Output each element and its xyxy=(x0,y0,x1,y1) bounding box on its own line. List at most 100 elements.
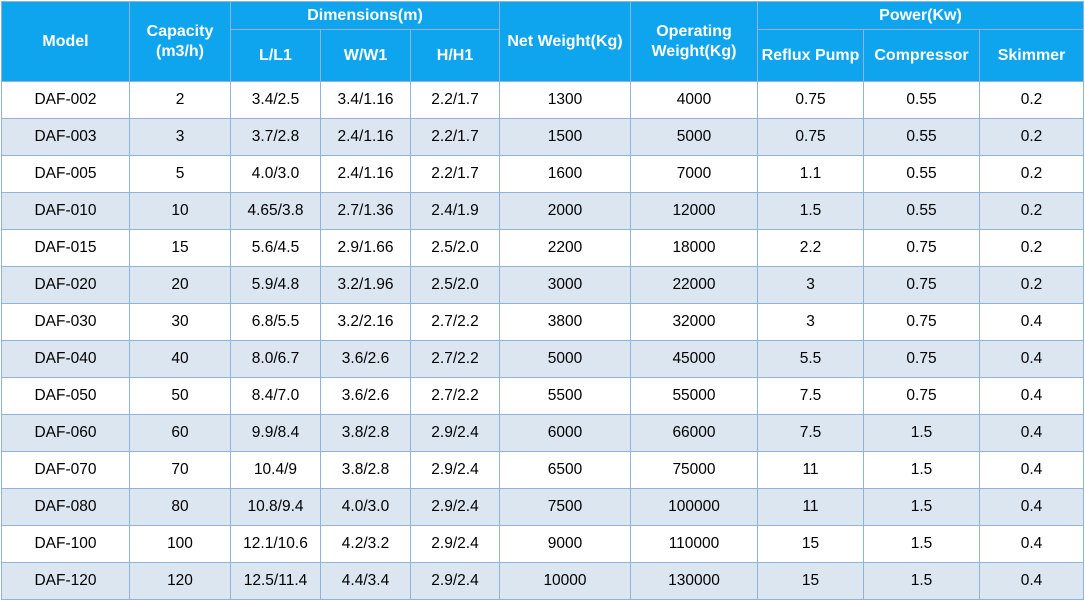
cell-capacity: 50 xyxy=(129,377,231,415)
cell-capacity: 80 xyxy=(129,488,231,526)
cell-length: 8.4/7.0 xyxy=(230,377,321,415)
header-capacity: Capacity (m3/h) xyxy=(129,1,231,82)
cell-height: 2.9/2.4 xyxy=(410,488,500,526)
cell-operating-weight: 75000 xyxy=(630,451,758,489)
cell-operating-weight: 110000 xyxy=(630,525,758,563)
cell-width: 4.2/3.2 xyxy=(320,525,411,563)
cell-compressor: 0.55 xyxy=(863,81,980,119)
cell-net-weight: 1600 xyxy=(499,155,631,193)
header-model: Model xyxy=(1,1,130,82)
cell-height: 2.7/2.2 xyxy=(410,303,500,341)
cell-length: 10.4/9 xyxy=(230,451,321,489)
cell-height: 2.5/2.0 xyxy=(410,266,500,304)
cell-skimmer: 0.2 xyxy=(979,118,1084,156)
cell-width: 3.2/2.16 xyxy=(320,303,411,341)
cell-skimmer: 0.4 xyxy=(979,340,1084,378)
cell-operating-weight: 22000 xyxy=(630,266,758,304)
cell-length: 9.9/8.4 xyxy=(230,414,321,452)
cell-reflux-pump: 7.5 xyxy=(757,414,864,452)
cell-skimmer: 0.2 xyxy=(979,81,1084,119)
table-row: DAF-070 70 10.4/9 3.8/2.8 2.9/2.4 6500 75000 11… xyxy=(1,451,1084,489)
cell-skimmer: 0.2 xyxy=(979,266,1084,304)
cell-reflux-pump: 3 xyxy=(757,303,864,341)
cell-compressor: 1.5 xyxy=(863,562,980,600)
header-compressor: Compressor xyxy=(863,29,980,82)
cell-operating-weight: 4000 xyxy=(630,81,758,119)
cell-width: 3.6/2.6 xyxy=(320,340,411,378)
cell-net-weight: 3000 xyxy=(499,266,631,304)
header-operating-weight: Operating Weight(Kg) xyxy=(630,1,758,82)
cell-width: 3.2/1.96 xyxy=(320,266,411,304)
cell-operating-weight: 130000 xyxy=(630,562,758,600)
cell-model: DAF-005 xyxy=(1,155,130,193)
table-header: Model Capacity (m3/h) Dimensions(m) Net … xyxy=(1,1,1084,82)
cell-skimmer: 0.2 xyxy=(979,192,1084,230)
cell-skimmer: 0.4 xyxy=(979,414,1084,452)
header-net-weight: Net Weight(Kg) xyxy=(499,1,631,82)
header-reflux-pump: Reflux Pump xyxy=(757,29,864,82)
cell-skimmer: 0.4 xyxy=(979,377,1084,415)
table-row: DAF-060 60 9.9/8.4 3.8/2.8 2.9/2.4 6000 66000 7… xyxy=(1,414,1084,452)
cell-operating-weight: 66000 xyxy=(630,414,758,452)
cell-reflux-pump: 0.75 xyxy=(757,81,864,119)
cell-width: 4.4/3.4 xyxy=(320,562,411,600)
cell-height: 2.9/2.4 xyxy=(410,451,500,489)
cell-compressor: 0.55 xyxy=(863,155,980,193)
cell-capacity: 30 xyxy=(129,303,231,341)
cell-width: 3.8/2.8 xyxy=(320,451,411,489)
cell-net-weight: 5000 xyxy=(499,340,631,378)
cell-reflux-pump: 15 xyxy=(757,525,864,563)
cell-compressor: 1.5 xyxy=(863,451,980,489)
cell-length: 4.65/3.8 xyxy=(230,192,321,230)
cell-reflux-pump: 11 xyxy=(757,451,864,489)
cell-operating-weight: 32000 xyxy=(630,303,758,341)
cell-compressor: 1.5 xyxy=(863,525,980,563)
cell-length: 4.0/3.0 xyxy=(230,155,321,193)
table-row: DAF-040 40 8.0/6.7 3.6/2.6 2.7/2.2 5000 45000 5… xyxy=(1,340,1084,378)
cell-model: DAF-020 xyxy=(1,266,130,304)
cell-height: 2.9/2.4 xyxy=(410,562,500,600)
cell-reflux-pump: 11 xyxy=(757,488,864,526)
cell-capacity: 3 xyxy=(129,118,231,156)
header-length: L/L1 xyxy=(230,29,321,82)
table-row: DAF-003 3 3.7/2.8 2.4/1.16 2.2/1.7 1500 5000 0.… xyxy=(1,118,1084,156)
table-row: DAF-050 50 8.4/7.0 3.6/2.6 2.7/2.2 5500 55000 7… xyxy=(1,377,1084,415)
cell-skimmer: 0.4 xyxy=(979,525,1084,563)
table-row: DAF-020 20 5.9/4.8 3.2/1.96 2.5/2.0 3000 22000… xyxy=(1,266,1084,304)
cell-width: 3.6/2.6 xyxy=(320,377,411,415)
cell-capacity: 60 xyxy=(129,414,231,452)
cell-operating-weight: 7000 xyxy=(630,155,758,193)
table-row: DAF-030 30 6.8/5.5 3.2/2.16 2.7/2.2 3800 32000… xyxy=(1,303,1084,341)
cell-capacity: 15 xyxy=(129,229,231,267)
cell-capacity: 100 xyxy=(129,525,231,563)
cell-operating-weight: 55000 xyxy=(630,377,758,415)
cell-height: 2.2/1.7 xyxy=(410,118,500,156)
cell-operating-weight: 12000 xyxy=(630,192,758,230)
cell-width: 2.4/1.16 xyxy=(320,118,411,156)
table-row: DAF-005 5 4.0/3.0 2.4/1.16 2.2/1.7 1600 7000 1.… xyxy=(1,155,1084,193)
cell-model: DAF-030 xyxy=(1,303,130,341)
table-row: DAF-002 2 3.4/2.5 3.4/1.16 2.2/1.7 1300 4000 0.… xyxy=(1,81,1084,119)
cell-net-weight: 7500 xyxy=(499,488,631,526)
header-dimensions: Dimensions(m) xyxy=(230,1,500,30)
cell-skimmer: 0.4 xyxy=(979,488,1084,526)
cell-height: 2.4/1.9 xyxy=(410,192,500,230)
cell-model: DAF-010 xyxy=(1,192,130,230)
cell-model: DAF-070 xyxy=(1,451,130,489)
cell-operating-weight: 100000 xyxy=(630,488,758,526)
cell-model: DAF-003 xyxy=(1,118,130,156)
cell-length: 12.5/11.4 xyxy=(230,562,321,600)
cell-net-weight: 10000 xyxy=(499,562,631,600)
cell-skimmer: 0.2 xyxy=(979,155,1084,193)
cell-width: 2.9/1.66 xyxy=(320,229,411,267)
cell-width: 2.4/1.16 xyxy=(320,155,411,193)
cell-height: 2.9/2.4 xyxy=(410,414,500,452)
cell-operating-weight: 5000 xyxy=(630,118,758,156)
cell-width: 4.0/3.0 xyxy=(320,488,411,526)
cell-model: DAF-040 xyxy=(1,340,130,378)
header-height: H/H1 xyxy=(410,29,500,82)
header-skimmer: Skimmer xyxy=(979,29,1084,82)
header-width: W/W1 xyxy=(320,29,411,82)
